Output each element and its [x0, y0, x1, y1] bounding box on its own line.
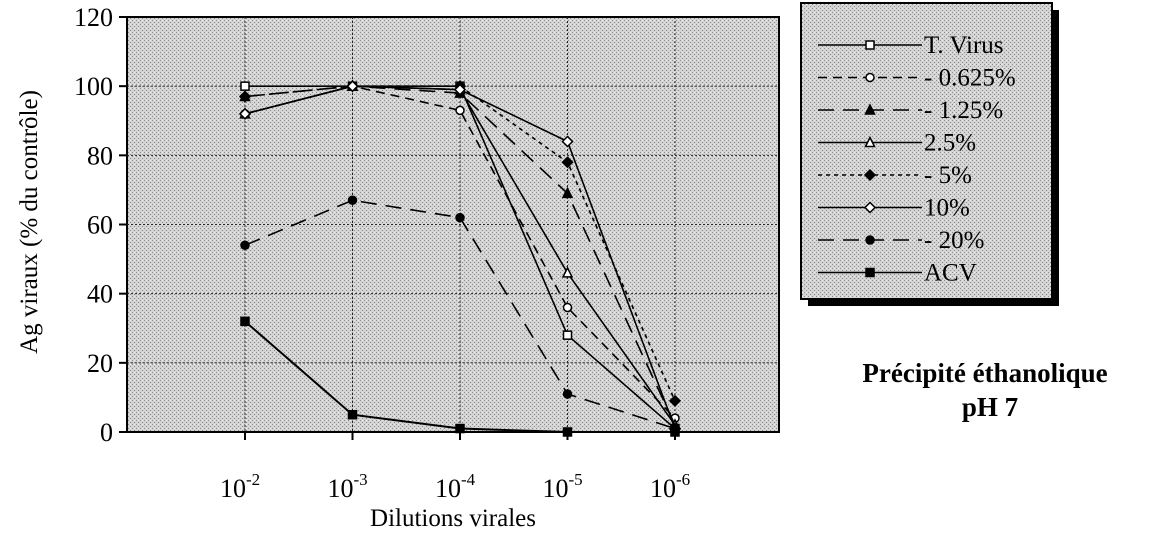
data-point	[864, 135, 876, 148]
y-tick-label: 60	[87, 211, 113, 240]
data-point	[240, 81, 250, 91]
data-point	[561, 156, 574, 169]
data-point	[347, 195, 358, 206]
legend-label: - 1.25%	[924, 97, 1003, 124]
y-tick-label: 120	[74, 3, 113, 32]
data-point	[865, 40, 875, 50]
x-tick-label: 10-6	[650, 470, 690, 503]
data-point	[865, 235, 875, 245]
legend-item: - 20%	[818, 227, 984, 254]
legend-entries: T. Virus - 0.625% - 1.25% 2.5% - 5% 10% - 20% A…	[818, 32, 1016, 287]
x-axis-title: Dilutions virales	[370, 505, 536, 532]
data-point	[561, 186, 574, 199]
data-point	[347, 409, 358, 420]
data-point	[240, 240, 250, 250]
legend-item: 2.5%	[818, 130, 976, 157]
series-group	[238, 79, 682, 437]
caption-line-1: Précipité éthanolique	[862, 358, 1107, 388]
legend-item: - 5%	[818, 162, 972, 189]
y-tick-label: 0	[100, 418, 113, 447]
data-point	[863, 168, 877, 182]
legend-item: - 0.625%	[818, 65, 1016, 92]
data-point	[238, 107, 252, 120]
series-line	[244, 85, 676, 402]
y-tick-label: 20	[87, 349, 113, 378]
data-point	[238, 90, 252, 103]
x-tick-label: 10-5	[543, 470, 583, 503]
data-point	[453, 83, 467, 96]
series-20	[240, 195, 680, 434]
data-point	[455, 105, 465, 116]
data-point	[670, 427, 680, 437]
data-point	[865, 267, 875, 278]
data-point	[562, 302, 573, 313]
legend-label: - 20%	[924, 227, 984, 254]
data-point	[668, 394, 682, 407]
legend-label: T. Virus	[924, 32, 1004, 59]
axes: 0 20 40 60 80 100 120 10-2 10-3 10-4 10-5 10-6	[74, 3, 690, 503]
data-point	[240, 316, 250, 327]
caption-line-2: pH 7	[962, 392, 1018, 422]
legend-item: T. Virus	[818, 32, 1004, 59]
x-tick-label: 10-3	[328, 470, 368, 503]
data-point	[346, 80, 359, 93]
series-acv	[240, 316, 680, 437]
series-line	[244, 85, 676, 419]
legend-label: - 0.625%	[924, 65, 1016, 92]
data-point	[455, 212, 465, 223]
legend-item: - 1.25%	[818, 97, 1003, 124]
legend-label: - 5%	[924, 162, 972, 189]
data-point	[455, 423, 465, 434]
data-point	[562, 427, 573, 437]
data-point	[864, 103, 876, 115]
data-point	[562, 389, 573, 399]
x-tick-label: 10-2	[220, 470, 260, 503]
data-point	[865, 72, 875, 83]
legend-label: 10%	[924, 195, 970, 222]
y-axis-title: Ag viraux (% du contrôle)	[16, 90, 43, 354]
data-point	[561, 266, 574, 278]
data-point	[863, 201, 877, 214]
y-tick-label: 40	[87, 280, 113, 309]
data-point	[561, 135, 574, 148]
x-tick-label: 10-4	[435, 470, 476, 503]
legend-item: ACV	[818, 260, 977, 287]
legend-label: 2.5%	[924, 130, 976, 157]
y-tick-label: 80	[87, 141, 113, 170]
legend-item: 10%	[818, 195, 970, 222]
legend-box	[800, 2, 1053, 300]
data-point	[562, 330, 573, 340]
y-tick-label: 100	[74, 72, 113, 101]
legend: T. Virus - 0.625% - 1.25% 2.5% - 5% 10% - 20% A…	[800, 2, 1059, 306]
legend-label: ACV	[924, 260, 977, 287]
